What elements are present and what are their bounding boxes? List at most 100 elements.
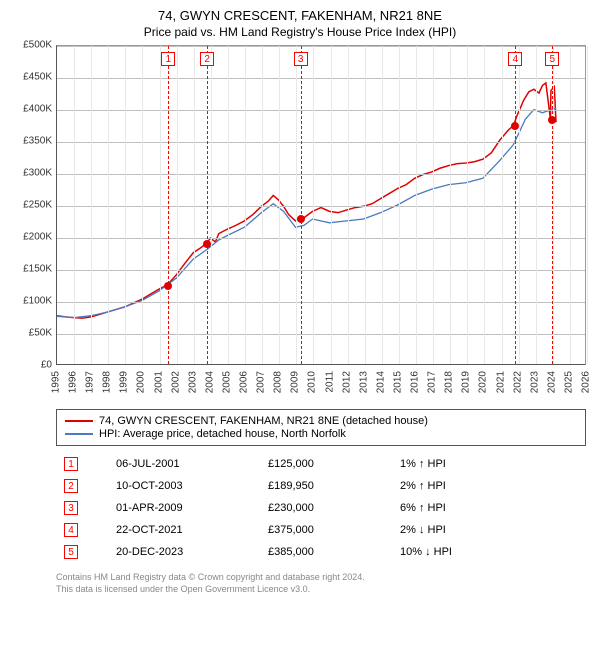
- x-axis-tick-label: 2018: [444, 371, 455, 393]
- event-marker-badge: 5: [545, 52, 559, 66]
- event-marker-badge: 3: [294, 52, 308, 66]
- event-data-point: [511, 122, 519, 130]
- y-axis-tick-label: £50K: [29, 328, 52, 339]
- gridline-vertical: [194, 46, 195, 364]
- x-axis-tick-label: 2004: [204, 371, 215, 393]
- legend: 74, GWYN CRESCENT, FAKENHAM, NR21 8NE (d…: [56, 409, 586, 446]
- event-marker-line: [552, 46, 553, 364]
- event-date: 10-OCT-2003: [110, 476, 260, 496]
- chart-subtitle: Price paid vs. HM Land Registry's House …: [8, 25, 592, 39]
- legend-swatch: [65, 433, 93, 435]
- table-row: 2 10-OCT-2003£189,9502% ↑ HPI: [58, 476, 584, 496]
- event-marker-line: [515, 46, 516, 364]
- footer-line1: Contains HM Land Registry data © Crown c…: [56, 572, 592, 584]
- gridline-vertical: [416, 46, 417, 364]
- x-axis-tick-label: 2013: [358, 371, 369, 393]
- gridline-vertical: [211, 46, 212, 364]
- event-marker-badge: 1: [161, 52, 175, 66]
- y-axis-tick-label: £0: [41, 360, 52, 371]
- y-axis-tick-label: £500K: [23, 40, 52, 51]
- event-delta: 2% ↓ HPI: [394, 520, 584, 540]
- event-badge: 5: [64, 545, 78, 559]
- gridline-vertical: [125, 46, 126, 364]
- plot-area: 12345: [56, 45, 586, 365]
- event-price: £125,000: [262, 454, 392, 474]
- gridline-vertical: [450, 46, 451, 364]
- gridline-horizontal: [57, 334, 585, 335]
- gridline-vertical: [348, 46, 349, 364]
- event-price: £230,000: [262, 498, 392, 518]
- x-axis-tick-label: 1997: [85, 371, 96, 393]
- gridline-vertical: [228, 46, 229, 364]
- gridline-horizontal: [57, 46, 585, 47]
- table-row: 422-OCT-2021£375,0002% ↓ HPI: [58, 520, 584, 540]
- x-axis-tick-label: 2002: [170, 371, 181, 393]
- x-axis-labels: 1995199619971998199920002001200220032004…: [56, 367, 586, 405]
- gridline-vertical: [365, 46, 366, 364]
- series-line: [57, 83, 556, 318]
- event-delta: 6% ↑ HPI: [394, 498, 584, 518]
- y-axis-tick-label: £350K: [23, 136, 52, 147]
- y-axis-tick-label: £400K: [23, 104, 52, 115]
- event-marker-line: [207, 46, 208, 364]
- line-series-svg: [57, 46, 585, 364]
- gridline-vertical: [331, 46, 332, 364]
- gridline-vertical: [536, 46, 537, 364]
- x-axis-tick-label: 2000: [136, 371, 147, 393]
- gridline-vertical: [382, 46, 383, 364]
- footer-attribution: Contains HM Land Registry data © Crown c…: [56, 572, 592, 595]
- table-row: 301-APR-2009£230,0006% ↑ HPI: [58, 498, 584, 518]
- x-axis-tick-label: 2005: [221, 371, 232, 393]
- event-date: 20-DEC-2023: [110, 542, 260, 562]
- event-date: 22-OCT-2021: [110, 520, 260, 540]
- event-marker-line: [168, 46, 169, 364]
- gridline-vertical: [262, 46, 263, 364]
- event-delta: 2% ↑ HPI: [394, 476, 584, 496]
- event-data-point: [164, 282, 172, 290]
- gridline-vertical: [245, 46, 246, 364]
- gridline-horizontal: [57, 238, 585, 239]
- y-axis-tick-label: £100K: [23, 296, 52, 307]
- y-axis-tick-label: £150K: [23, 264, 52, 275]
- event-delta: 10% ↓ HPI: [394, 542, 584, 562]
- x-axis-tick-label: 2022: [512, 371, 523, 393]
- x-axis-tick-label: 2024: [546, 371, 557, 393]
- gridline-vertical: [502, 46, 503, 364]
- gridline-vertical: [279, 46, 280, 364]
- table-row: 106-JUL-2001£125,0001% ↑ HPI: [58, 454, 584, 474]
- gridline-horizontal: [57, 142, 585, 143]
- gridline-vertical: [160, 46, 161, 364]
- x-axis-tick-label: 1995: [51, 371, 62, 393]
- x-axis-tick-label: 2008: [273, 371, 284, 393]
- event-price: £385,000: [262, 542, 392, 562]
- legend-label: HPI: Average price, detached house, Nort…: [99, 428, 346, 440]
- event-marker-badge: 2: [200, 52, 214, 66]
- x-axis-tick-label: 2010: [307, 371, 318, 393]
- gridline-horizontal: [57, 206, 585, 207]
- x-axis-tick-label: 2003: [187, 371, 198, 393]
- x-axis-tick-label: 2023: [529, 371, 540, 393]
- event-price: £189,950: [262, 476, 392, 496]
- event-delta: 1% ↑ HPI: [394, 454, 584, 474]
- gridline-vertical: [108, 46, 109, 364]
- x-axis-tick-label: 2007: [256, 371, 267, 393]
- event-data-point: [297, 215, 305, 223]
- x-axis-tick-label: 2006: [239, 371, 250, 393]
- gridline-horizontal: [57, 78, 585, 79]
- events-table: 106-JUL-2001£125,0001% ↑ HPI210-OCT-2003…: [56, 452, 586, 564]
- event-data-point: [203, 240, 211, 248]
- event-badge: 2: [64, 479, 78, 493]
- footer-line2: This data is licensed under the Open Gov…: [56, 584, 592, 596]
- gridline-vertical: [142, 46, 143, 364]
- y-axis-tick-label: £200K: [23, 232, 52, 243]
- gridline-vertical: [399, 46, 400, 364]
- x-axis-tick-label: 2014: [375, 371, 386, 393]
- gridline-horizontal: [57, 302, 585, 303]
- x-axis-tick-label: 2001: [153, 371, 164, 393]
- table-row: 5 20-DEC-2023£385,00010% ↓ HPI: [58, 542, 584, 562]
- x-axis-tick-label: 2015: [392, 371, 403, 393]
- event-badge: 1: [64, 457, 78, 471]
- gridline-horizontal: [57, 110, 585, 111]
- gridline-vertical: [587, 46, 588, 364]
- legend-swatch: [65, 420, 93, 422]
